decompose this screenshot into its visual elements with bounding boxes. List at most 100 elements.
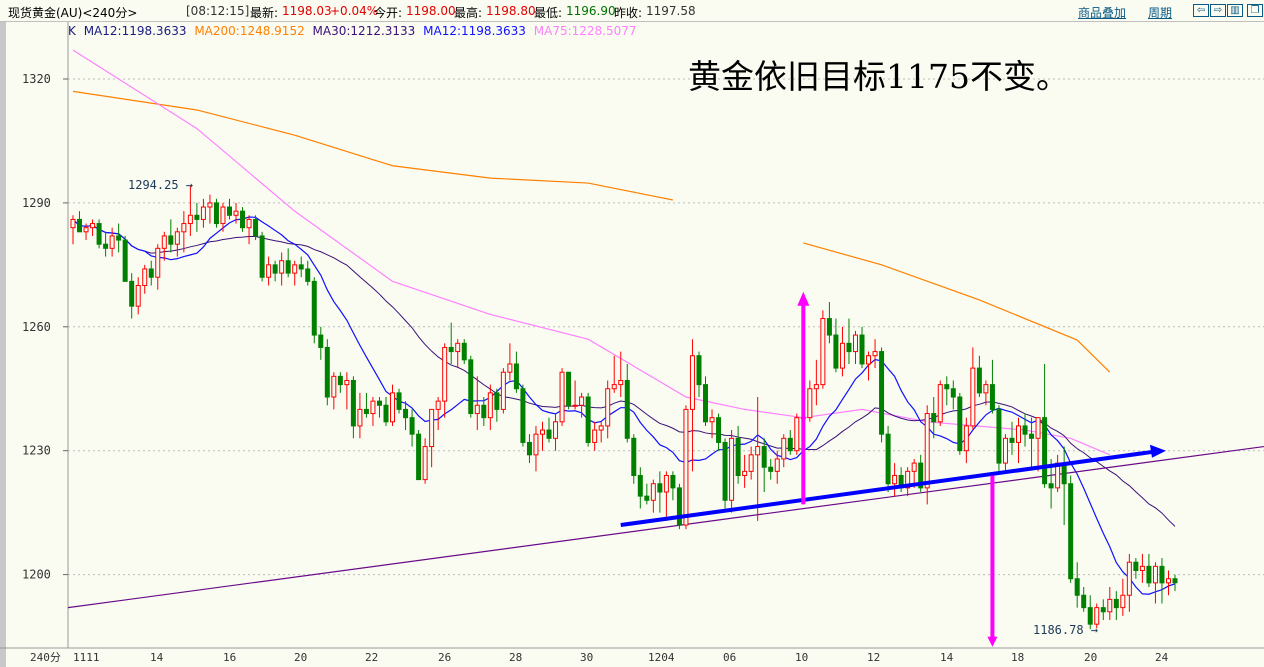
candle-body — [918, 462, 924, 489]
candle — [292, 260, 298, 286]
candle — [161, 231, 167, 261]
candle-body — [487, 392, 493, 419]
candle-body — [1009, 437, 1015, 443]
candle — [455, 339, 461, 369]
candle — [1139, 553, 1145, 583]
candle-body — [905, 470, 911, 489]
candle — [272, 260, 278, 282]
candle-body — [226, 206, 232, 216]
candle — [1002, 434, 1008, 472]
candle-body — [344, 379, 350, 386]
candle-body — [735, 437, 741, 476]
candle-body — [1100, 607, 1106, 613]
arrow-left-icon[interactable]: ⇦ — [1193, 4, 1209, 17]
candle-body — [1048, 483, 1054, 489]
candle — [774, 450, 780, 484]
arrow-right-icon[interactable]: ⇨ — [1210, 4, 1226, 17]
x-tick-label: 18 — [1011, 651, 1024, 664]
candle-body — [1002, 437, 1008, 464]
low-value: 1196.90 — [566, 4, 616, 18]
candle — [885, 425, 891, 492]
candle-body — [1068, 483, 1074, 580]
high-extreme-label: 1294.25 → — [128, 178, 193, 192]
candle-body — [976, 367, 982, 394]
candle — [448, 322, 454, 364]
candle — [135, 277, 141, 315]
candle — [1087, 595, 1093, 630]
candle-body — [135, 285, 141, 307]
candle-body — [924, 413, 930, 489]
candle-body — [729, 437, 735, 501]
candle — [846, 318, 852, 364]
candle — [852, 330, 858, 364]
candle — [507, 343, 513, 381]
candle — [546, 417, 552, 443]
candle — [311, 277, 317, 344]
candle — [318, 326, 324, 360]
candle-body — [279, 260, 285, 274]
latest-label: 最新: — [250, 6, 279, 20]
candle-body — [716, 417, 722, 443]
candle — [142, 264, 148, 294]
split-panel-icon[interactable]: ▥ — [1227, 4, 1243, 17]
candle — [703, 376, 709, 426]
candle-body — [1094, 607, 1100, 625]
prev-close-label: 昨收: — [614, 6, 643, 20]
candle — [1172, 574, 1178, 592]
legend-ma12: MA12:1198.3633 — [83, 24, 187, 38]
candle-body — [885, 433, 891, 485]
candle-body — [1159, 565, 1165, 584]
candle — [1146, 553, 1152, 587]
candle — [944, 376, 950, 406]
candle — [168, 219, 174, 253]
candle — [787, 430, 793, 455]
candle — [866, 351, 872, 381]
candle — [709, 409, 715, 439]
candle — [500, 368, 506, 414]
candle — [1016, 417, 1022, 464]
candle-body — [618, 379, 624, 386]
period-link[interactable]: 周期 — [1148, 6, 1173, 20]
candle — [422, 438, 428, 484]
candle — [1074, 562, 1080, 608]
ma12-line — [72, 216, 1176, 595]
thick-trendline — [620, 449, 1155, 528]
candle — [950, 380, 956, 410]
candle — [618, 351, 624, 398]
candle — [396, 388, 402, 414]
candle-body — [572, 404, 578, 407]
candle-body — [598, 425, 604, 431]
candle-body — [839, 342, 845, 369]
candle-body — [429, 408, 435, 448]
candle-body — [168, 235, 174, 245]
y-tick-label: 1260 — [22, 320, 51, 334]
candle-body — [826, 318, 832, 336]
restore-window-icon[interactable]: ❐ — [1247, 4, 1263, 17]
overlay-link[interactable]: 商品叠加 — [1078, 6, 1127, 20]
candle — [253, 215, 259, 241]
candle — [611, 355, 617, 393]
candle — [1159, 558, 1165, 604]
candle — [357, 392, 363, 439]
candle-body — [409, 417, 415, 435]
low-extreme-label: 1186.78 → — [1033, 623, 1098, 637]
candle — [474, 376, 480, 431]
candle-body — [500, 371, 506, 410]
x-tick-label: 26 — [438, 651, 451, 664]
candle — [826, 302, 832, 344]
candle — [103, 231, 109, 257]
candle — [963, 417, 969, 464]
candle-body — [390, 392, 396, 423]
candle-body — [983, 384, 989, 394]
candle — [435, 397, 441, 431]
high-label: 最高: — [454, 6, 483, 20]
candle-body — [357, 408, 363, 427]
candle — [494, 388, 500, 422]
candle — [1022, 413, 1028, 447]
candle — [559, 368, 565, 426]
candle — [77, 211, 83, 233]
candle — [839, 326, 845, 377]
y-tick-label: 1200 — [22, 568, 51, 582]
candle-body — [911, 462, 917, 472]
x-tick-label: 1111 — [73, 651, 100, 664]
